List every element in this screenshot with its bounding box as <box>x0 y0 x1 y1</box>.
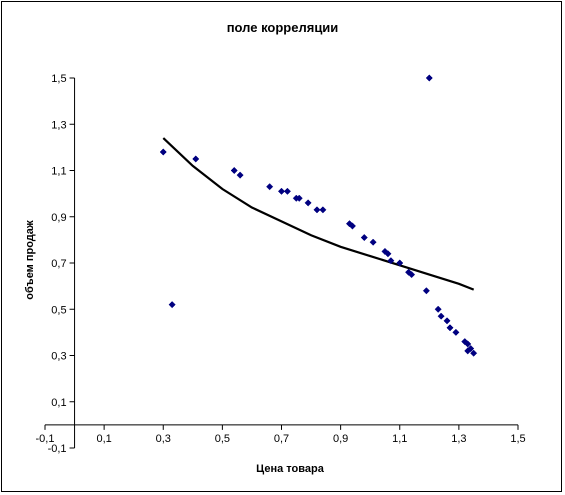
data-point <box>345 220 354 228</box>
data-point <box>384 250 392 258</box>
data-point <box>283 187 291 195</box>
y-tick-label: 0,3 <box>51 351 66 363</box>
data-point <box>277 187 286 195</box>
chart-title: поле корреляции <box>226 20 339 35</box>
data-point <box>295 194 303 202</box>
data-point <box>408 271 416 279</box>
data-points <box>159 74 478 357</box>
x-tick-label: 0,3 <box>156 433 171 445</box>
data-point <box>443 317 451 325</box>
axes <box>44 77 519 449</box>
data-point <box>319 206 327 214</box>
x-tick-label: 0,7 <box>274 433 289 445</box>
x-tick-label: -0,1 <box>36 433 55 445</box>
data-point <box>192 155 200 163</box>
data-point <box>452 328 460 336</box>
x-tick-label: 1,3 <box>451 433 466 445</box>
data-point <box>396 259 404 267</box>
y-tick-label: 0,1 <box>51 397 66 409</box>
data-point <box>168 301 176 309</box>
data-point <box>266 183 274 191</box>
y-tick-label: 1,5 <box>51 73 66 85</box>
x-tick-label: 1,5 <box>510 433 525 445</box>
data-point <box>230 166 238 175</box>
data-point <box>313 206 321 214</box>
y-tick-label: -0,1 <box>48 443 67 455</box>
data-point <box>159 148 167 156</box>
data-point <box>437 312 445 320</box>
x-tick-label: 0,5 <box>215 433 230 445</box>
y-tick-label: 0,7 <box>51 258 66 270</box>
data-point <box>470 349 478 357</box>
data-point <box>369 238 377 246</box>
x-tick-label: 0,1 <box>96 433 111 445</box>
y-tick-label: 0,5 <box>51 304 66 316</box>
data-point <box>304 199 312 207</box>
x-axis-label: Цена товара <box>256 463 324 475</box>
data-point <box>422 287 430 295</box>
data-point <box>434 305 442 313</box>
data-point <box>387 257 395 265</box>
x-tick-label: 0,9 <box>333 433 348 445</box>
data-point <box>467 345 475 353</box>
data-point <box>348 222 357 230</box>
data-point <box>360 234 368 242</box>
data-point <box>425 74 433 82</box>
data-point <box>446 324 454 332</box>
y-tick-label: 1,3 <box>51 119 66 131</box>
x-tick-label: 1,1 <box>392 433 407 445</box>
y-tick-label: 0,9 <box>51 212 66 224</box>
data-point <box>236 171 244 179</box>
y-tick-label: 1,1 <box>51 166 66 178</box>
trendline <box>162 137 475 291</box>
data-point <box>464 340 472 348</box>
tick-labels: -0,1 0,1 0,3 0,5 0,7 0,9 1,1 1,3 1,5 -0,1 0,1 0,3 0,… <box>36 73 526 455</box>
data-point <box>381 247 389 255</box>
